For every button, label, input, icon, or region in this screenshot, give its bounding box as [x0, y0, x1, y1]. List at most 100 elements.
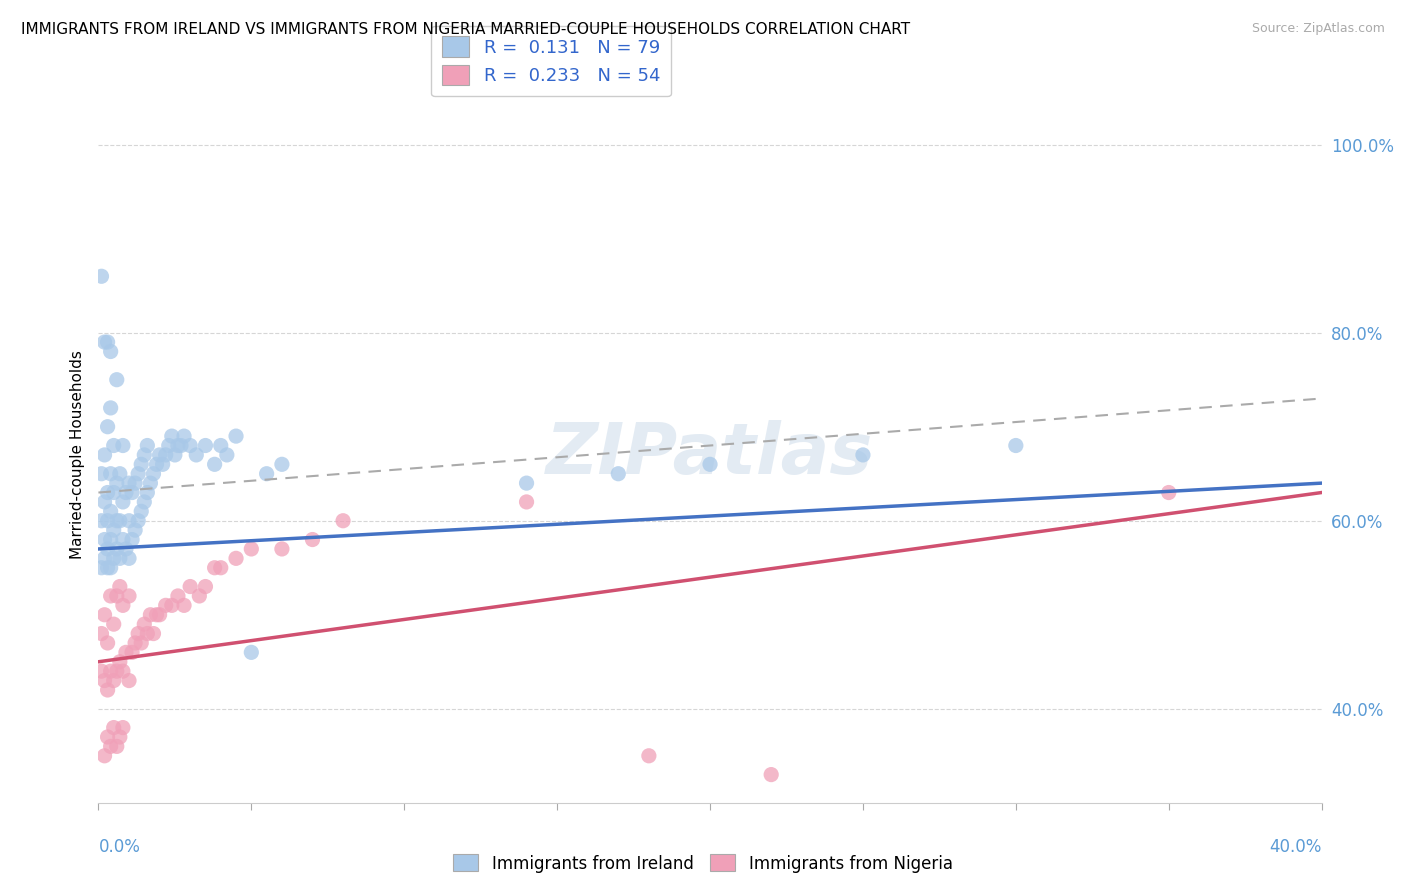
Point	[100, 401, 122, 415]
Point	[118, 551, 141, 566]
Point	[332, 514, 354, 528]
Point	[209, 438, 232, 452]
Point	[204, 458, 226, 472]
Point	[97, 636, 120, 650]
Point	[97, 335, 120, 350]
Point	[516, 495, 538, 509]
Point	[607, 467, 630, 481]
Point	[759, 767, 782, 781]
Point	[155, 599, 177, 613]
Point	[127, 514, 149, 528]
Legend: Immigrants from Ireland, Immigrants from Nigeria: Immigrants from Ireland, Immigrants from…	[447, 847, 959, 880]
Point	[145, 607, 167, 622]
Point	[204, 560, 226, 574]
Point	[118, 673, 141, 688]
Point	[179, 438, 201, 452]
Text: ZIPatlas: ZIPatlas	[547, 420, 873, 490]
Point	[111, 438, 134, 452]
Point	[173, 599, 195, 613]
Point	[105, 514, 128, 528]
Point	[124, 476, 146, 491]
Point	[105, 589, 128, 603]
Point	[90, 514, 112, 528]
Point	[142, 626, 165, 640]
Y-axis label: Married-couple Households: Married-couple Households	[69, 351, 84, 559]
Point	[115, 541, 138, 556]
Point	[167, 438, 190, 452]
Point	[179, 580, 201, 594]
Legend: R =  0.131   N = 79, R =  0.233   N = 54: R = 0.131 N = 79, R = 0.233 N = 54	[432, 26, 671, 96]
Point	[149, 607, 172, 622]
Point	[97, 730, 120, 744]
Point	[149, 448, 172, 462]
Point	[152, 458, 174, 472]
Point	[194, 580, 217, 594]
Point	[97, 485, 120, 500]
Point	[108, 730, 131, 744]
Point	[97, 419, 120, 434]
Point	[100, 560, 122, 574]
Point	[93, 335, 115, 350]
Point	[240, 541, 263, 556]
Point	[100, 467, 122, 481]
Point	[90, 664, 112, 678]
Text: Source: ZipAtlas.com: Source: ZipAtlas.com	[1251, 22, 1385, 36]
Point	[186, 448, 208, 462]
Point	[699, 458, 721, 472]
Point	[129, 504, 152, 518]
Point	[115, 485, 138, 500]
Point	[118, 476, 141, 491]
Point	[90, 626, 112, 640]
Point	[637, 748, 661, 763]
Point	[118, 514, 141, 528]
Point	[103, 485, 125, 500]
Point	[93, 448, 115, 462]
Point	[129, 636, 152, 650]
Point	[127, 626, 149, 640]
Point	[105, 373, 128, 387]
Point	[240, 645, 263, 659]
Point	[160, 599, 183, 613]
Point	[852, 448, 875, 462]
Text: 0.0%: 0.0%	[98, 838, 141, 855]
Point	[105, 664, 128, 678]
Point	[215, 448, 238, 462]
Point	[127, 467, 149, 481]
Point	[108, 655, 131, 669]
Point	[90, 467, 112, 481]
Point	[93, 533, 115, 547]
Point	[129, 458, 152, 472]
Point	[90, 269, 112, 284]
Point	[108, 551, 131, 566]
Point	[93, 607, 115, 622]
Point	[105, 476, 128, 491]
Point	[105, 541, 128, 556]
Point	[136, 485, 159, 500]
Point	[160, 429, 183, 443]
Point	[139, 476, 162, 491]
Point	[111, 533, 134, 547]
Point	[301, 533, 323, 547]
Point	[163, 448, 186, 462]
Point	[194, 438, 217, 452]
Point	[516, 476, 538, 491]
Point	[97, 541, 120, 556]
Point	[134, 617, 156, 632]
Point	[100, 589, 122, 603]
Point	[115, 645, 138, 659]
Point	[97, 683, 120, 698]
Point	[136, 626, 159, 640]
Point	[93, 495, 115, 509]
Point	[103, 438, 125, 452]
Point	[108, 514, 131, 528]
Point	[103, 721, 125, 735]
Point	[136, 438, 159, 452]
Point	[270, 541, 292, 556]
Point	[121, 645, 143, 659]
Point	[1004, 438, 1026, 452]
Text: 40.0%: 40.0%	[1270, 838, 1322, 855]
Point	[93, 673, 115, 688]
Point	[134, 448, 156, 462]
Point	[108, 580, 131, 594]
Point	[103, 617, 125, 632]
